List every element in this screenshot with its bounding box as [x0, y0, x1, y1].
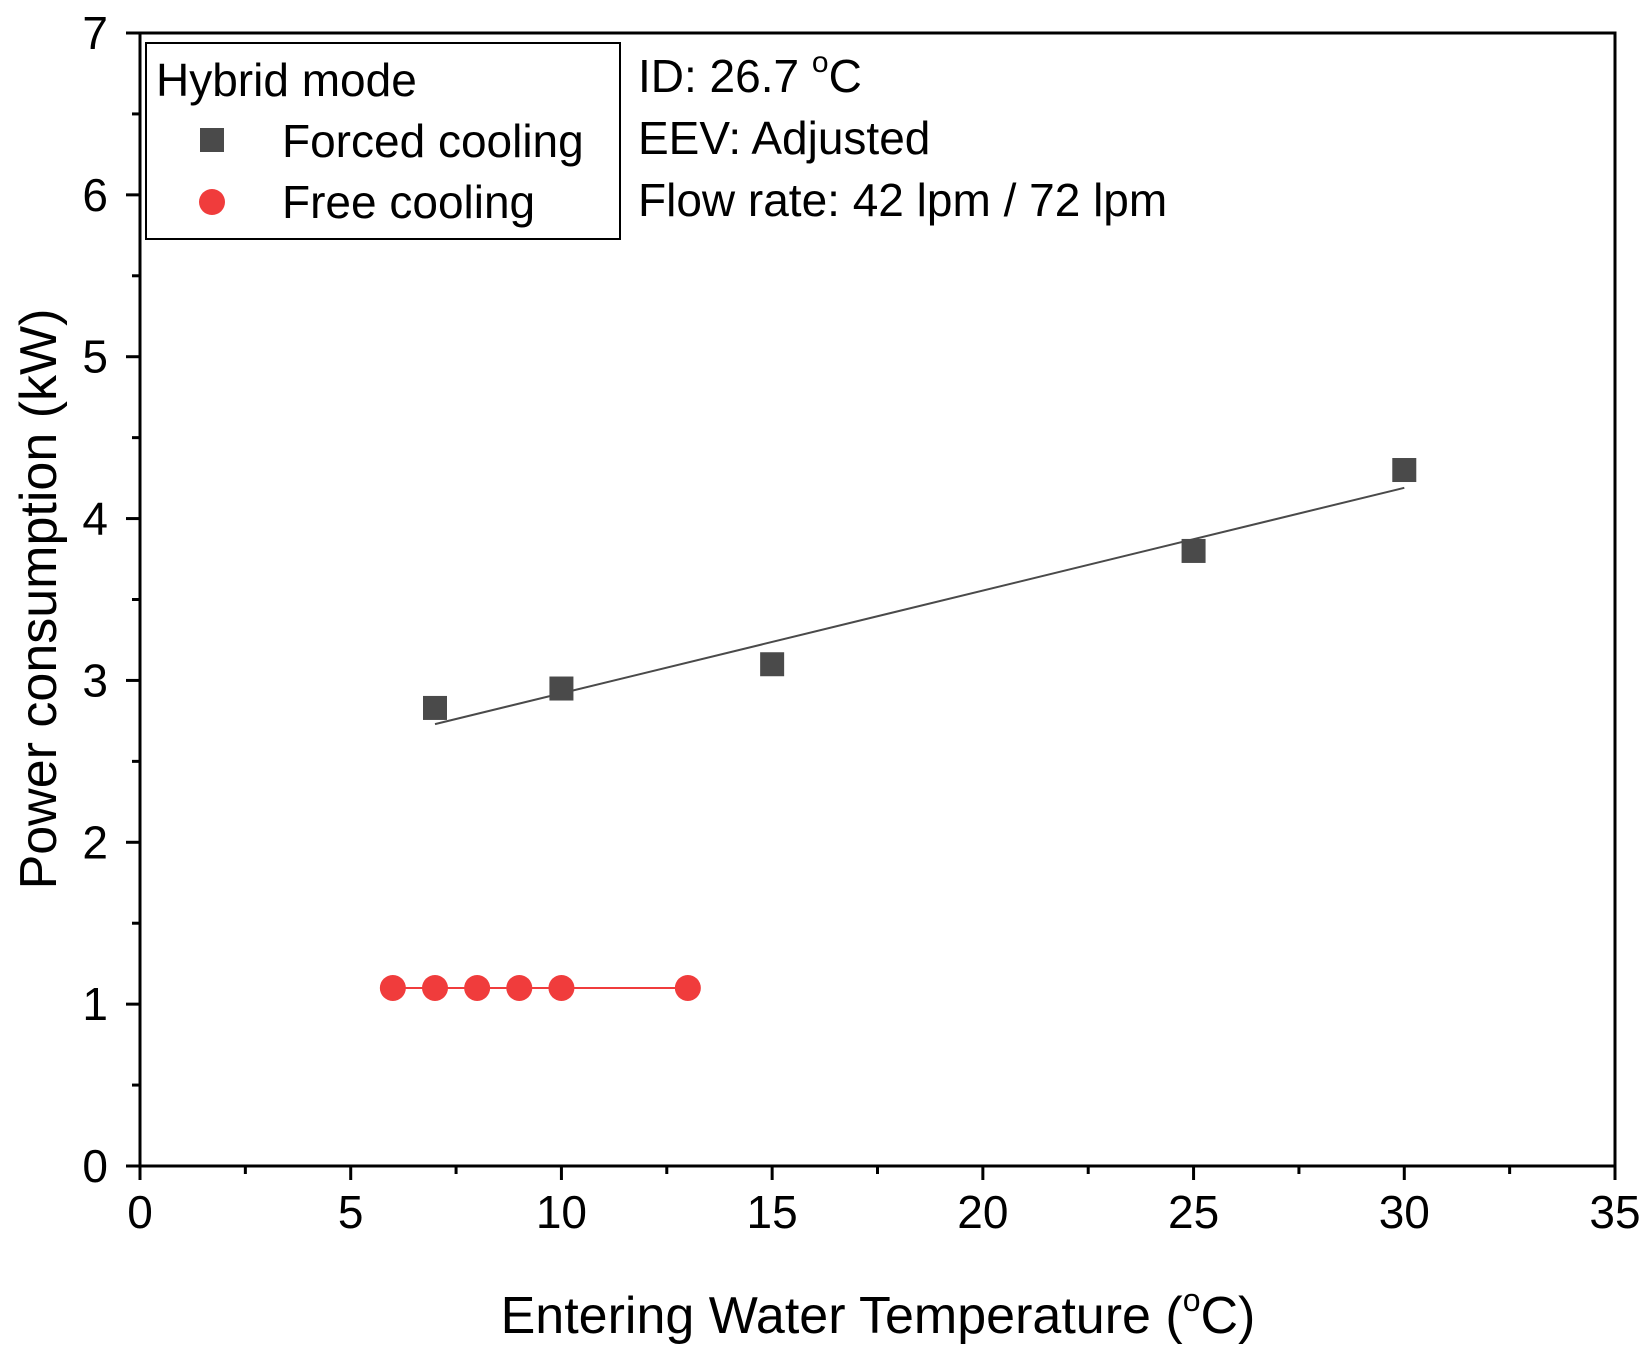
x-tick-label: 5: [338, 1186, 364, 1238]
y-tick-label: 4: [82, 493, 108, 545]
y-tick-label: 0: [82, 1140, 108, 1192]
forced-cooling-point: [423, 695, 447, 720]
forced-cooling-point: [760, 652, 785, 677]
x-tick-label: 15: [747, 1186, 798, 1238]
x-tick-label: 25: [1168, 1186, 1219, 1238]
x-axis-title: Entering Water Temperature (oC): [501, 1282, 1256, 1345]
free-cooling-point: [674, 974, 701, 1001]
legend-box: [145, 42, 621, 240]
free-cooling-point: [422, 974, 448, 1001]
y-tick-label: 2: [82, 816, 108, 868]
y-tick-label: 5: [82, 331, 108, 383]
y-axis-title: Power consumption (kW): [10, 309, 68, 890]
legend-title: Hybrid mode: [156, 54, 417, 106]
x-tick-label: 0: [127, 1186, 153, 1238]
y-tick-label: 7: [82, 7, 108, 59]
y-tick-label: 6: [82, 169, 108, 221]
annotation-eev: EEV: Adjusted: [638, 112, 930, 164]
y-axis-ticks: 0 1 2 3 4 5 6 7: [82, 7, 140, 1192]
x-tick-label: 10: [536, 1186, 587, 1238]
free-cooling-point: [464, 974, 491, 1001]
forced-cooling-point: [1181, 538, 1206, 563]
free-cooling-point: [379, 974, 406, 1001]
x-axis-title-suffix: C): [1201, 1287, 1256, 1345]
x-tick-label: 20: [957, 1186, 1008, 1238]
x-axis-title-degree: o: [1183, 1282, 1201, 1318]
y-tick-label: 3: [82, 654, 108, 706]
legend-marker-forced-cooling: [200, 128, 224, 152]
legend-marker-free-cooling: [199, 189, 225, 215]
annotation-unit: C: [829, 50, 862, 102]
forced-cooling-point: [549, 676, 574, 701]
forced-cooling-point: [1392, 458, 1417, 483]
series-lines: [392, 486, 1405, 989]
series-points: [379, 458, 1417, 1001]
annotation-flow-rate: Flow rate: 42 lpm / 72 lpm: [638, 174, 1167, 226]
free-cooling-point: [506, 974, 533, 1001]
legend-label-free-cooling: Free cooling: [282, 176, 535, 228]
annotation-degree: o: [812, 46, 829, 79]
annotations: ID: 26.7 oC EEV: Adjusted Flow rate: 42 …: [638, 46, 1167, 226]
x-axis-ticks: 0 5 10 15 20 25 30 35: [127, 1166, 1641, 1238]
free-cooling-point: [548, 974, 575, 1001]
legend-label-forced-cooling: Forced cooling: [282, 115, 584, 167]
legend: Hybrid mode Forced cooling Free cooling: [145, 42, 621, 240]
x-tick-label: 30: [1379, 1186, 1430, 1238]
annotation-id-temperature: ID: 26.7 oC: [638, 46, 862, 102]
forced-cooling-fit-line: [434, 486, 1405, 726]
y-tick-label: 1: [82, 978, 108, 1030]
x-tick-label: 35: [1589, 1186, 1640, 1238]
